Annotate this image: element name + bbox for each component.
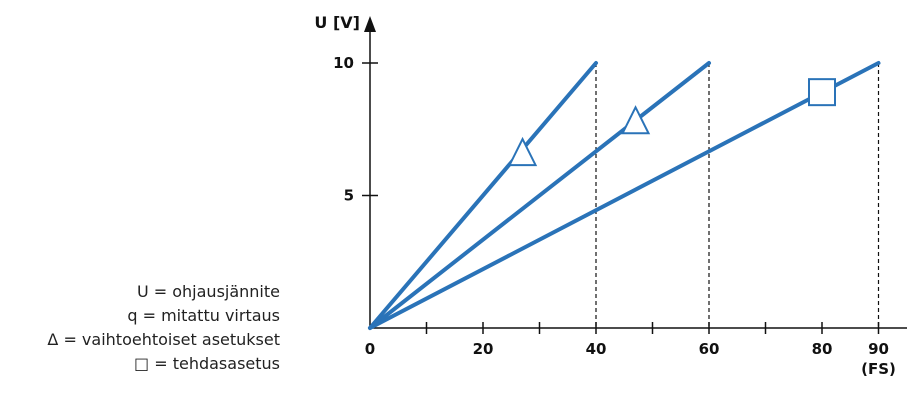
y-axis-label: U [V] [314, 13, 360, 32]
chart-markers [507, 78, 836, 167]
legend-item-u: U = ohjausjännite [136, 282, 280, 301]
y-tick-label: 10 [333, 54, 354, 72]
x-tick-label: 40 [586, 340, 607, 358]
series-line-90 [368, 61, 881, 330]
legend-item-square: □ = tehdasasetus [134, 354, 280, 373]
y-tick-label: 5 [344, 187, 354, 205]
legend: U = ohjausjännite q = mitattu virtaus Δ … [47, 280, 280, 376]
triangle-marker [620, 105, 651, 135]
chart-axes [362, 16, 907, 334]
triangle-marker [507, 136, 538, 167]
x-tick-label: 0 [365, 340, 375, 358]
legend-item-triangle: Δ = vaihtoehtoiset asetukset [47, 330, 280, 349]
x-tick-label: 20 [473, 340, 494, 358]
square-marker [808, 78, 836, 107]
legend-item-q: q = mitattu virtaus [127, 306, 280, 325]
x-tick-sublabel: (FS) [861, 360, 896, 378]
full-scale-guides [595, 63, 880, 328]
chart-series [368, 61, 881, 330]
y-axis-arrow [364, 16, 376, 32]
x-tick-label: 80 [812, 340, 833, 358]
x-tick-label: 60 [699, 340, 720, 358]
series-line-40 [368, 61, 598, 330]
x-tick-label: 90 [868, 340, 889, 358]
series-line-60 [368, 61, 711, 330]
